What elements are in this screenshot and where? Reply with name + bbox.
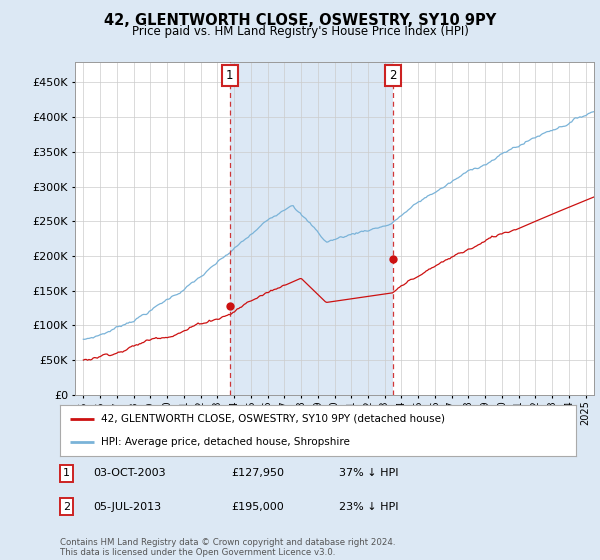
Bar (230, 62, 393, 395)
Text: HPI: Average price, detached house, Shropshire: HPI: Average price, detached house, Shro… (101, 437, 350, 447)
Text: £127,950: £127,950 (231, 468, 284, 478)
Text: 03-OCT-2003: 03-OCT-2003 (93, 468, 166, 478)
Text: 23% ↓ HPI: 23% ↓ HPI (339, 502, 398, 512)
Text: 05-JUL-2013: 05-JUL-2013 (93, 502, 161, 512)
Text: Contains HM Land Registry data © Crown copyright and database right 2024.
This d: Contains HM Land Registry data © Crown c… (60, 538, 395, 557)
Text: 1: 1 (226, 69, 233, 82)
Text: Price paid vs. HM Land Registry's House Price Index (HPI): Price paid vs. HM Land Registry's House … (131, 25, 469, 38)
Text: 1: 1 (63, 468, 70, 478)
Text: 42, GLENTWORTH CLOSE, OSWESTRY, SY10 9PY (detached house): 42, GLENTWORTH CLOSE, OSWESTRY, SY10 9PY… (101, 414, 445, 424)
Text: 42, GLENTWORTH CLOSE, OSWESTRY, SY10 9PY: 42, GLENTWORTH CLOSE, OSWESTRY, SY10 9PY (104, 13, 496, 28)
Text: £195,000: £195,000 (231, 502, 284, 512)
Text: 37% ↓ HPI: 37% ↓ HPI (339, 468, 398, 478)
Text: 2: 2 (389, 69, 397, 82)
Text: 2: 2 (63, 502, 70, 512)
